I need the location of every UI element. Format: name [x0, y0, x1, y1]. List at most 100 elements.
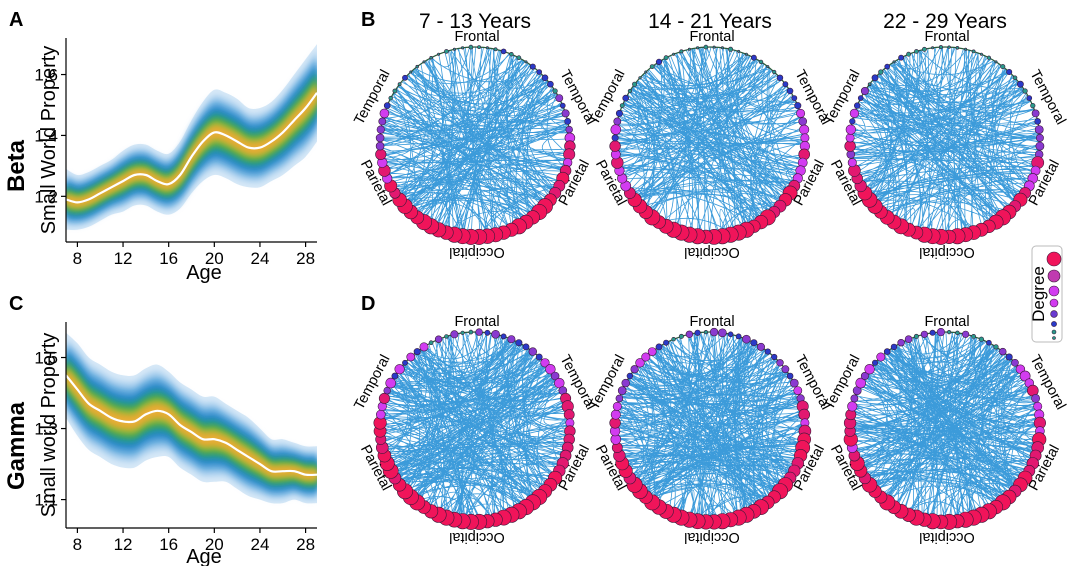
y-tick-label: 1.1	[34, 491, 58, 510]
node	[920, 330, 929, 338]
node	[406, 352, 416, 362]
node	[867, 82, 872, 86]
node	[718, 328, 727, 338]
node	[500, 48, 507, 55]
node	[1000, 64, 1006, 70]
node	[742, 334, 751, 344]
node	[444, 334, 449, 339]
node	[655, 58, 663, 66]
degree-legend: Degree	[1029, 245, 1063, 343]
node	[771, 353, 778, 361]
node	[516, 55, 522, 61]
node	[793, 386, 803, 395]
region-label-frontal: Frontal	[689, 29, 734, 45]
degree-legend-title: Degree	[1029, 266, 1048, 322]
connection-lines	[614, 46, 806, 238]
x-tick-label: 16	[159, 535, 178, 554]
node	[1035, 141, 1045, 151]
node	[799, 124, 810, 135]
node	[437, 52, 441, 56]
node	[452, 47, 456, 51]
panel-c-density-plot: 8 12 16 20 24 28 1.1 1.3 1.5 Small world Propert…	[34, 322, 318, 566]
node	[663, 55, 669, 61]
node	[849, 108, 860, 118]
node	[855, 377, 867, 389]
node	[564, 118, 572, 125]
x-tick-label: 24	[250, 249, 269, 268]
x-tick-label: 28	[296, 249, 315, 268]
node	[655, 343, 663, 351]
node	[413, 348, 421, 356]
node	[536, 69, 543, 75]
node	[695, 46, 700, 50]
node	[750, 339, 758, 347]
node	[687, 47, 691, 51]
node	[524, 60, 528, 64]
region-label-frontal: Frontal	[454, 29, 499, 45]
node	[565, 125, 573, 134]
node	[507, 335, 516, 344]
node	[1030, 102, 1036, 109]
node	[772, 69, 777, 75]
node	[461, 46, 465, 50]
node	[871, 74, 879, 82]
panel-c-ylabel: Small world Property	[38, 333, 60, 518]
node	[1033, 401, 1043, 411]
node	[397, 82, 402, 87]
panel-c-xlabel: Age	[186, 546, 222, 566]
node	[428, 340, 434, 346]
node	[860, 87, 869, 96]
node	[630, 365, 639, 374]
node	[545, 364, 556, 375]
panel-a-xlabel: Age	[186, 262, 222, 284]
circle-nodes	[609, 327, 812, 530]
panelc-density-level	[66, 368, 317, 480]
node	[613, 117, 622, 126]
node	[375, 148, 387, 160]
x-tick-label: 16	[159, 249, 178, 268]
panel-a-density-plot: 8 12 16 20 24 28 1.2 1.4 1.6 Small World Propert…	[34, 38, 318, 284]
node	[955, 330, 960, 335]
node	[468, 44, 474, 50]
node	[509, 51, 514, 57]
age-group-title-1: 7 - 13 Years	[419, 10, 531, 33]
node	[375, 141, 385, 151]
node	[1031, 393, 1040, 403]
node	[961, 330, 970, 338]
node	[709, 327, 719, 337]
node	[1006, 69, 1013, 76]
node	[979, 52, 983, 56]
x-tick-label: 8	[73, 249, 82, 268]
node	[1034, 125, 1044, 135]
node	[782, 81, 789, 88]
connection-bundle	[849, 46, 1041, 238]
node	[383, 102, 391, 109]
node	[847, 158, 857, 168]
node	[796, 108, 806, 118]
node	[971, 333, 976, 339]
node	[766, 65, 770, 69]
node	[906, 51, 911, 57]
node	[986, 55, 992, 60]
degree-legend-dot	[1048, 285, 1060, 297]
degree-legend-dot	[1050, 310, 1058, 318]
node	[798, 408, 811, 421]
node	[883, 348, 891, 355]
node	[535, 353, 543, 361]
degree-legend-dots	[1046, 251, 1062, 340]
node	[931, 46, 935, 50]
node	[485, 46, 489, 50]
node	[644, 70, 648, 74]
node	[685, 330, 694, 338]
node	[728, 46, 734, 52]
panel-letter-d: D	[361, 293, 375, 315]
y-tick-label: 1.5	[34, 349, 58, 368]
circle-nodes	[375, 44, 576, 245]
node	[528, 347, 537, 356]
node	[540, 358, 550, 368]
